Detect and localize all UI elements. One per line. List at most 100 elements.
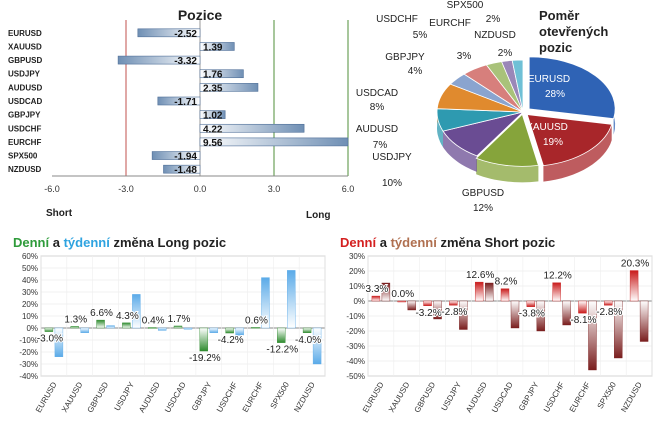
weekly-bar	[381, 282, 391, 302]
weekly-bar	[235, 327, 244, 336]
weekly-bar	[287, 270, 296, 329]
value-label: 1.7%	[168, 314, 191, 325]
short-changes-panel: Denní a týdenní změna Short pozic -50% -40…	[332, 228, 657, 440]
weekly-bar	[54, 327, 64, 357]
chart-title: Denní a týdenní změna Short pozic	[340, 235, 555, 250]
position-bar	[163, 164, 201, 174]
value-label: -8.1%	[570, 315, 596, 326]
category-label: XAUUSD	[387, 380, 412, 414]
y-tick-label: -40%	[346, 357, 365, 366]
weekly-bar	[183, 327, 193, 330]
daily-bar	[397, 300, 406, 303]
value-label: 0.4%	[142, 316, 165, 327]
value-label: 20.3%	[621, 259, 649, 270]
slice-value-label: 19%	[543, 137, 563, 148]
position-bar	[199, 137, 349, 147]
weekly-bar	[157, 327, 167, 331]
long-label: Long	[306, 210, 330, 221]
position-bar	[199, 83, 259, 92]
daily-bar	[500, 288, 510, 302]
weekly-bar	[484, 282, 494, 302]
daily-bar	[96, 319, 105, 329]
category-label: EURCHF	[568, 380, 593, 413]
category-label: AUDUSD	[137, 380, 162, 414]
category-label: USDJPY	[113, 380, 137, 412]
title-part: a	[376, 235, 390, 250]
slice-value-label: 2%	[486, 14, 501, 25]
chart-title: pozic	[539, 40, 572, 55]
category-label: EURCHF	[241, 380, 266, 413]
positions-chart-panel: Pozice EURUSD -2.52 XAUUSD 1.39 GBPUSD -3.32 US…	[0, 0, 360, 225]
slice-value-label: 10%	[382, 178, 402, 189]
category-label: NZDUSD	[619, 380, 644, 414]
category-label: USDCAD	[163, 380, 188, 414]
daily-bar	[225, 327, 234, 334]
category-label: USDCAD	[490, 380, 515, 414]
value-label: -19.2%	[189, 353, 221, 364]
value-label: 0.0%	[391, 289, 414, 300]
daily-bar	[302, 327, 312, 333]
slice-value-label: 12%	[473, 203, 493, 214]
weekly-bar	[407, 300, 416, 311]
pie-slice	[526, 114, 613, 167]
slice-name-label: GBPJPY	[385, 52, 425, 63]
slice-name-label: USDJPY	[372, 152, 412, 163]
x-tick-label: -6.0	[44, 184, 60, 194]
category-label: GBPUSD	[8, 56, 42, 65]
value-label: 2.35	[203, 83, 223, 94]
daily-bar	[449, 300, 458, 306]
category-label: GBPUSD	[86, 380, 111, 414]
y-tick-label: -20%	[346, 327, 365, 336]
daily-bar	[423, 300, 432, 307]
y-tick-label: -40%	[19, 372, 38, 381]
daily-bar	[552, 282, 561, 302]
daily-bar	[173, 325, 183, 329]
daily-bar	[629, 270, 639, 302]
daily-bar	[277, 327, 286, 343]
category-label: EURUSD	[8, 29, 42, 38]
y-tick-label: -30%	[19, 360, 38, 369]
slice-name-label: USDCAD	[356, 88, 398, 99]
weekly-bar	[588, 300, 597, 371]
value-label: 6.6%	[90, 308, 113, 319]
category-label: GBPUSD	[413, 380, 438, 414]
title-part: změna Short pozic	[437, 235, 555, 250]
category-label: AUDUSD	[8, 83, 42, 92]
x-tick-label: 0.0	[194, 184, 207, 194]
x-tick-label: 6.0	[342, 184, 355, 194]
category-label: EURUSD	[34, 380, 59, 414]
chart-title: Denní a týdenní změna Long pozic	[13, 235, 226, 250]
slice-name-label: SPX500	[447, 0, 484, 11]
ratio-pie-chart: EURUSD 28% XAUUSD 19% GBPUSD 12% USDJPY 10% AUDU…	[356, 0, 616, 214]
chart-title: otevřených	[539, 24, 608, 39]
category-label: NZDUSD	[292, 380, 317, 414]
y-tick-label: 20%	[349, 267, 365, 276]
weekly-bar	[132, 294, 141, 329]
pie-slice	[475, 113, 539, 167]
chart-title: Pozice	[178, 7, 223, 23]
value-label: 1.76	[203, 70, 223, 81]
value-label: -12.2%	[266, 345, 298, 356]
pie-slice	[528, 56, 616, 120]
weekly-bar	[536, 300, 546, 332]
value-label: -2.8%	[441, 307, 467, 318]
position-bar	[117, 55, 201, 65]
y-tick-label: -10%	[346, 312, 365, 321]
y-tick-label: -30%	[346, 342, 365, 351]
pie-slice-side	[543, 124, 612, 182]
y-tick-label: 40%	[22, 276, 38, 285]
title-part: a	[49, 235, 63, 250]
position-bar	[199, 110, 226, 119]
y-tick-label: 10%	[22, 312, 38, 321]
slice-name-label: XAUUSD	[526, 122, 568, 133]
category-label: USDCAD	[8, 97, 42, 106]
weekly-bar	[639, 300, 649, 342]
value-label: -3.2%	[415, 308, 441, 319]
daily-bar	[199, 327, 209, 352]
category-label: XAUUSD	[8, 42, 42, 51]
value-label: -3.32	[174, 56, 197, 67]
slice-name-label: NZDUSD	[474, 30, 516, 41]
value-label: 4.22	[203, 124, 223, 135]
category-label: XAUUSD	[60, 380, 85, 414]
x-tick-label: -3.0	[118, 184, 134, 194]
